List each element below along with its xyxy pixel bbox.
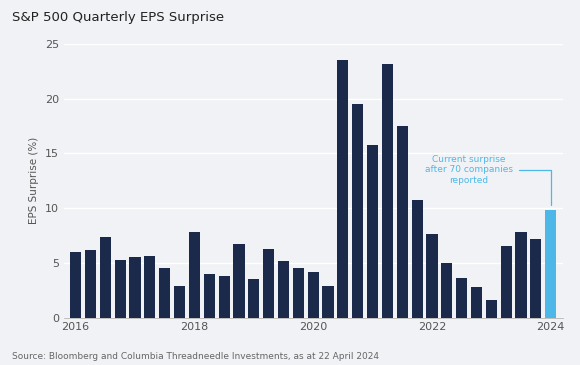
- Bar: [233, 244, 245, 318]
- Bar: [129, 257, 140, 318]
- Bar: [204, 274, 215, 318]
- Bar: [100, 237, 111, 318]
- Y-axis label: EPS Surprise (%): EPS Surprise (%): [29, 137, 39, 224]
- Text: S&P 500 Quarterly EPS Surprise: S&P 500 Quarterly EPS Surprise: [12, 11, 224, 24]
- Bar: [248, 279, 259, 318]
- Bar: [174, 286, 185, 318]
- Bar: [382, 64, 393, 318]
- Text: Current surprise
after 70 companies
reported: Current surprise after 70 companies repo…: [425, 155, 551, 205]
- Bar: [486, 300, 497, 318]
- Bar: [441, 263, 452, 318]
- Bar: [322, 286, 333, 318]
- Bar: [456, 278, 467, 318]
- Bar: [471, 287, 482, 318]
- Bar: [516, 232, 527, 318]
- Bar: [144, 256, 155, 318]
- Bar: [85, 250, 96, 318]
- Bar: [278, 261, 289, 318]
- Bar: [501, 246, 512, 318]
- Bar: [70, 252, 81, 318]
- Bar: [293, 268, 304, 318]
- Text: Source: Bloomberg and Columbia Threadneedle Investments, as at 22 April 2024: Source: Bloomberg and Columbia Threadnee…: [12, 352, 379, 361]
- Bar: [530, 239, 542, 318]
- Bar: [115, 260, 126, 318]
- Bar: [412, 200, 423, 318]
- Bar: [352, 104, 363, 318]
- Bar: [545, 210, 556, 318]
- Bar: [219, 276, 230, 318]
- Bar: [307, 272, 319, 318]
- Bar: [367, 145, 378, 318]
- Bar: [189, 232, 200, 318]
- Bar: [338, 60, 349, 318]
- Bar: [426, 234, 437, 318]
- Bar: [159, 268, 171, 318]
- Bar: [263, 249, 274, 318]
- Bar: [397, 126, 408, 318]
